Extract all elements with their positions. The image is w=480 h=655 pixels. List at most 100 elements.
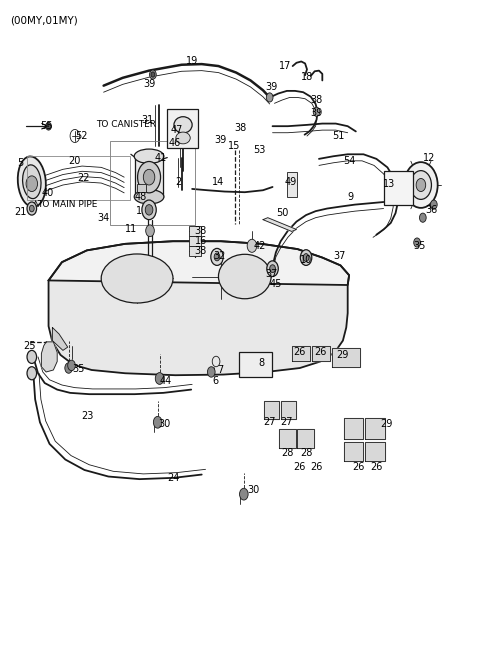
Circle shape	[65, 363, 72, 373]
Text: 29: 29	[336, 350, 349, 360]
Text: 26: 26	[294, 347, 306, 358]
Text: 7: 7	[217, 365, 223, 375]
Circle shape	[151, 72, 155, 77]
Text: 46: 46	[169, 138, 181, 147]
Polygon shape	[48, 241, 349, 285]
Ellipse shape	[18, 157, 46, 207]
Text: 29: 29	[380, 419, 392, 429]
Text: 37: 37	[265, 269, 277, 279]
Polygon shape	[135, 158, 163, 196]
Ellipse shape	[174, 117, 192, 133]
Circle shape	[313, 107, 320, 117]
Text: 38: 38	[234, 123, 246, 133]
Text: (00MY,01MY): (00MY,01MY)	[10, 16, 78, 26]
Bar	[287, 172, 298, 196]
Circle shape	[27, 367, 36, 380]
Bar	[137, 184, 146, 192]
Text: 28: 28	[282, 448, 294, 458]
Text: TO MAIN PIPE: TO MAIN PIPE	[36, 200, 97, 209]
Circle shape	[207, 367, 215, 377]
Text: 30: 30	[158, 419, 170, 429]
Polygon shape	[292, 346, 310, 362]
Text: 38: 38	[311, 95, 323, 105]
Text: 41: 41	[155, 153, 167, 162]
Text: 16: 16	[194, 236, 207, 246]
Text: 23: 23	[82, 411, 94, 421]
Bar	[239, 352, 272, 377]
Circle shape	[211, 248, 223, 265]
Ellipse shape	[176, 132, 190, 144]
Text: 36: 36	[425, 205, 438, 215]
Text: 9: 9	[347, 192, 353, 202]
Text: 13: 13	[383, 179, 396, 189]
Circle shape	[214, 253, 220, 261]
Circle shape	[146, 225, 155, 236]
Polygon shape	[263, 217, 297, 231]
Text: 19: 19	[186, 56, 198, 66]
Text: 49: 49	[284, 177, 296, 187]
Circle shape	[266, 93, 273, 102]
Bar	[167, 109, 198, 148]
Text: 2: 2	[176, 178, 182, 187]
Circle shape	[145, 204, 153, 215]
Polygon shape	[264, 401, 279, 419]
Circle shape	[156, 373, 164, 384]
Circle shape	[27, 350, 36, 364]
Text: 26: 26	[311, 462, 323, 472]
Text: 51: 51	[333, 131, 345, 141]
Ellipse shape	[101, 254, 173, 303]
Ellipse shape	[134, 189, 164, 204]
Text: 52: 52	[75, 131, 87, 141]
Text: 45: 45	[270, 279, 282, 289]
Text: 25: 25	[23, 341, 36, 351]
Text: 48: 48	[134, 192, 146, 202]
Text: 39: 39	[311, 108, 323, 118]
Text: 35: 35	[72, 364, 84, 373]
Ellipse shape	[134, 149, 164, 164]
Text: 39: 39	[265, 82, 277, 92]
Text: 26: 26	[352, 462, 365, 472]
Text: 20: 20	[69, 156, 81, 166]
Text: 15: 15	[228, 141, 240, 151]
Text: 54: 54	[343, 156, 355, 166]
Text: 38: 38	[194, 227, 207, 236]
Text: 55: 55	[40, 121, 52, 131]
Circle shape	[410, 171, 432, 199]
Text: TO CANISTER: TO CANISTER	[96, 121, 156, 130]
Circle shape	[431, 200, 437, 209]
Circle shape	[27, 202, 36, 215]
Text: 26: 26	[370, 462, 383, 472]
Text: 50: 50	[276, 208, 288, 218]
Circle shape	[142, 200, 156, 219]
Text: 37: 37	[334, 251, 346, 261]
Circle shape	[240, 488, 248, 500]
Text: 30: 30	[247, 485, 260, 495]
Polygon shape	[279, 429, 296, 449]
Text: 44: 44	[160, 376, 172, 386]
Polygon shape	[312, 346, 330, 362]
Polygon shape	[298, 429, 314, 449]
Polygon shape	[52, 328, 68, 350]
Text: 40: 40	[41, 188, 54, 198]
Circle shape	[247, 239, 257, 252]
Polygon shape	[332, 348, 360, 367]
Circle shape	[29, 205, 34, 212]
Text: 39: 39	[215, 135, 227, 145]
Text: 53: 53	[253, 145, 265, 155]
Ellipse shape	[23, 165, 41, 198]
Circle shape	[416, 178, 426, 191]
Circle shape	[68, 360, 75, 371]
Text: 12: 12	[423, 153, 435, 162]
Bar	[189, 225, 201, 236]
Circle shape	[420, 213, 426, 222]
Circle shape	[144, 170, 155, 185]
Bar	[189, 236, 201, 246]
Polygon shape	[281, 401, 296, 419]
Text: 17: 17	[279, 61, 292, 71]
Text: 27: 27	[264, 417, 276, 427]
Text: 32: 32	[214, 251, 226, 261]
Text: 22: 22	[77, 174, 89, 183]
Text: 10: 10	[300, 255, 312, 265]
Text: 1: 1	[135, 206, 142, 216]
Text: 18: 18	[301, 72, 313, 82]
